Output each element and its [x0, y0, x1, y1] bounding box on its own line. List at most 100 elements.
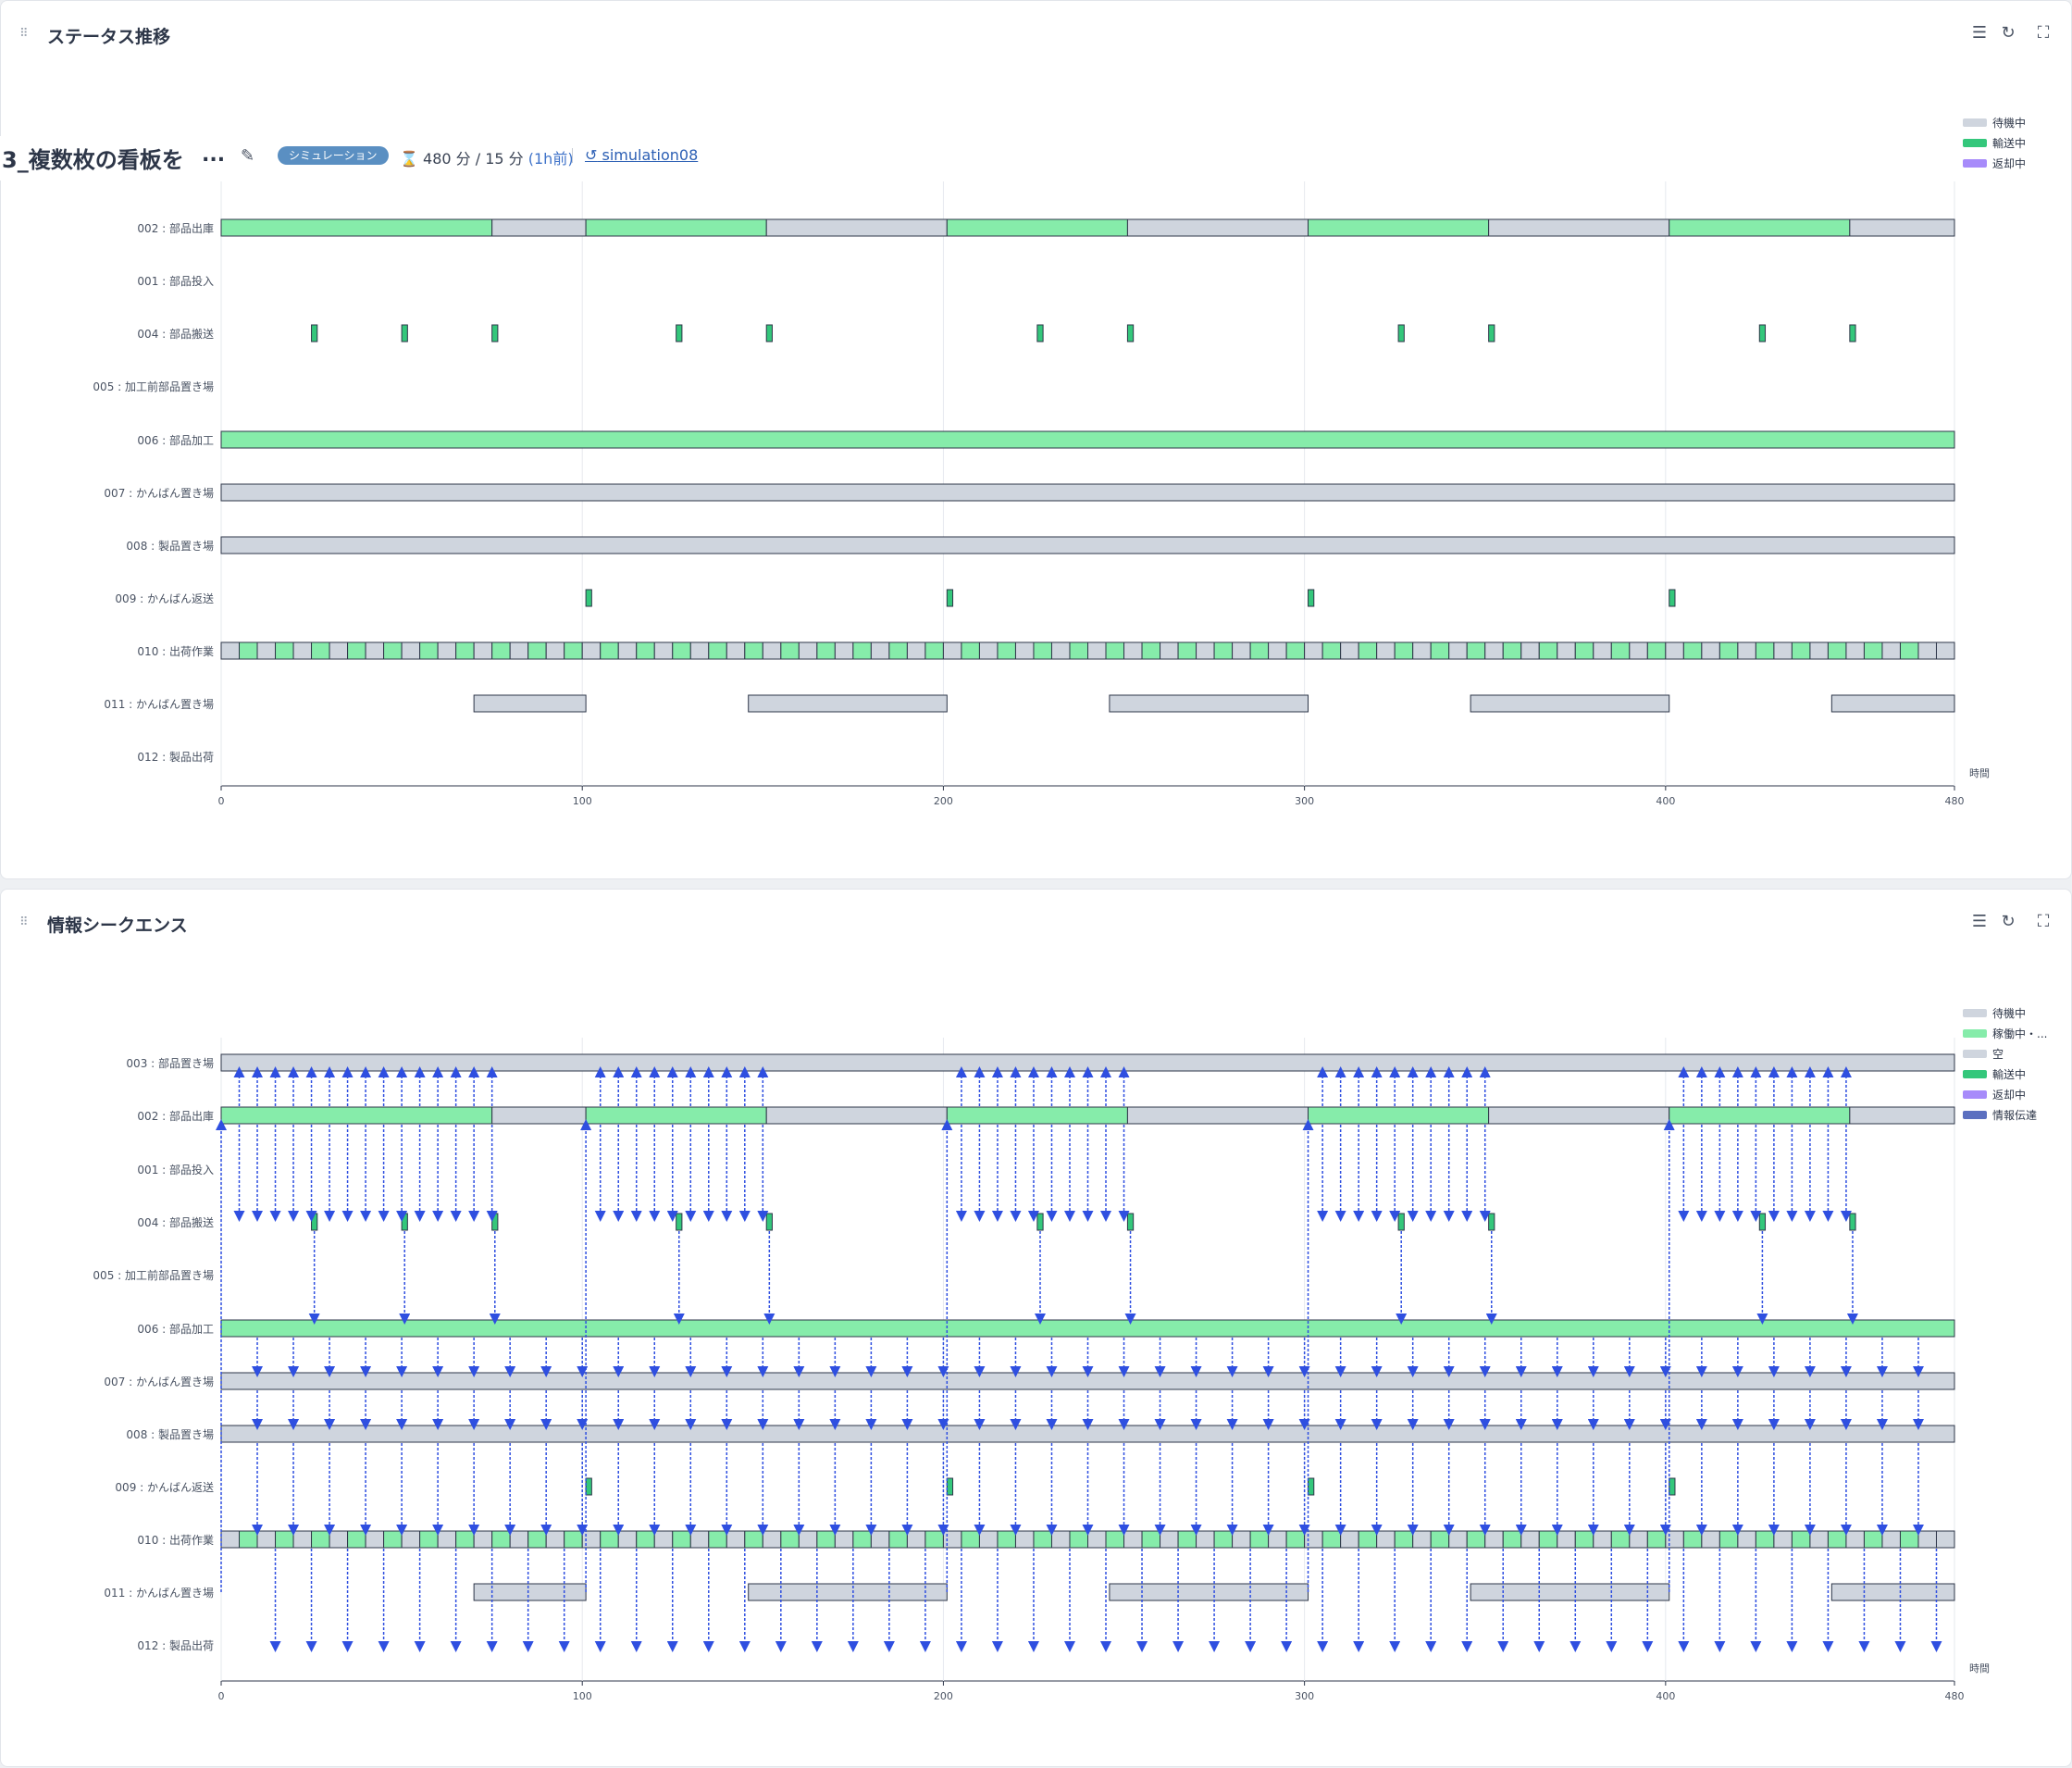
gantt-bar: [1488, 1213, 1495, 1231]
x-tick-label: 400: [1656, 795, 1675, 807]
row-label: 003 : 部品置き場: [126, 1056, 214, 1070]
gantt-bar: [946, 589, 954, 607]
gantt-bar: [401, 641, 421, 660]
gantt-bar: [1538, 641, 1558, 660]
gantt-bar: [585, 1106, 767, 1125]
edit-icon[interactable]: ✎: [241, 146, 255, 166]
gantt-bar: [1538, 1530, 1558, 1549]
row-label: 007 : かんばん置き場: [104, 1376, 214, 1388]
gantt-bar: [220, 1053, 1955, 1072]
gantt-bar: [997, 1530, 1016, 1549]
row-label: 005 : 加工前部品置き場: [93, 380, 214, 393]
gantt-bar: [239, 641, 258, 660]
gantt-bar: [870, 1530, 890, 1549]
fullscreen-icon[interactable]: ⛶: [2037, 912, 2050, 931]
gantt-bar: [906, 641, 926, 660]
gantt-bar: [1412, 1530, 1432, 1549]
gantt-bar: [1321, 1530, 1342, 1549]
gantt-bar: [1737, 641, 1756, 660]
legend-label: 待機中: [1992, 116, 2026, 130]
legend-label: 輸送中: [1992, 136, 2026, 150]
gantt-bar: [473, 694, 587, 713]
gantt-bar: [1196, 1530, 1215, 1549]
gantt-bar: [834, 1530, 854, 1549]
simulation-link[interactable]: ↺ simulation08: [585, 146, 698, 164]
x-axis-label: 時間: [1969, 767, 1990, 779]
gantt-bar: [1809, 641, 1829, 660]
gantt-bar: [1249, 1530, 1270, 1549]
gantt-bar: [1849, 1106, 1955, 1125]
panel-title: ステータス推移: [47, 27, 171, 47]
gantt-bar: [401, 1530, 421, 1549]
gantt-bar: [1213, 1530, 1234, 1549]
x-tick-label: 200: [934, 1690, 953, 1702]
drag-handle-icon[interactable]: ⠿: [19, 915, 28, 929]
list-icon[interactable]: ☰: [1971, 912, 1988, 931]
gantt-bar: [1268, 1530, 1287, 1549]
gantt-bar: [220, 430, 1955, 449]
gantt-bar: [347, 1530, 366, 1549]
gantt-bar: [1669, 589, 1676, 607]
gantt-bar: [961, 1530, 980, 1549]
gantt-bar: [1845, 1530, 1865, 1549]
gantt-bar: [617, 641, 638, 660]
info-sequence-chart: 0 100 200 300 400 480 時間 003 : 部品置き場 002 : 部品出庫 0…: [93, 1006, 2047, 1702]
gantt-bar: [1141, 641, 1161, 660]
gantt-bar: [924, 641, 944, 660]
row-label: 001 : 部品投入: [137, 274, 214, 288]
gantt-bar: [888, 641, 908, 660]
gantt-bar: [545, 1530, 565, 1549]
gantt-bar: [852, 641, 872, 660]
gantt-bar: [834, 641, 854, 660]
gantt-bar: [1394, 1530, 1414, 1549]
gantt-bar: [1014, 641, 1035, 660]
gantt-bar: [1340, 1530, 1359, 1549]
gantt-bar: [1881, 641, 1901, 660]
gantt-bar: [564, 1530, 583, 1549]
gantt-bar: [1935, 1530, 1955, 1549]
legend-swatch: [1963, 1050, 1987, 1058]
fullscreen-icon[interactable]: ⛶: [2037, 23, 2050, 43]
gantt-bar: [1448, 1530, 1468, 1549]
gantt-bar: [1304, 1530, 1323, 1549]
gantt-bar: [1701, 1530, 1720, 1549]
gantt-bar: [1033, 641, 1052, 660]
gantt-bar: [636, 641, 655, 660]
gantt-bar: [220, 1106, 493, 1125]
x-tick-label: 0: [218, 1690, 225, 1702]
gantt-bar: [1249, 641, 1270, 660]
gantt-bar: [888, 1530, 908, 1549]
gantt-bar: [1791, 1530, 1811, 1549]
gantt-bar: [1755, 641, 1775, 660]
refresh-icon[interactable]: ↻: [2001, 23, 2016, 43]
gantt-bar: [1232, 641, 1251, 660]
gantt-bar: [1574, 1530, 1594, 1549]
legend-swatch: [1963, 1070, 1987, 1078]
gantt-bar: [1466, 641, 1486, 660]
gantt-bar: [1520, 641, 1540, 660]
gantt-bar: [1520, 1530, 1540, 1549]
gantt-bar: [311, 324, 318, 342]
drag-handle-icon[interactable]: ⠿: [19, 27, 28, 41]
gantt-bar: [1036, 324, 1044, 342]
gantt-bar: [708, 641, 727, 660]
gantt-bar: [672, 1530, 691, 1549]
gantt-bar: [329, 641, 349, 660]
gantt-bar: [1502, 1530, 1522, 1549]
refresh-icon[interactable]: ↻: [2001, 912, 2016, 931]
gantt-bar: [1502, 641, 1522, 660]
gantt-bar: [1646, 641, 1667, 660]
gantt-bar: [1899, 1530, 1919, 1549]
list-icon[interactable]: ☰: [1971, 23, 1988, 43]
gantt-bar: [1701, 641, 1720, 660]
gantt-bar: [1087, 1530, 1107, 1549]
gantt-bar: [1610, 641, 1631, 660]
gantt-bar: [1466, 1530, 1486, 1549]
x-tick-label: 100: [573, 1690, 592, 1702]
legend-swatch: [1963, 139, 1987, 147]
legend-label: 輸送中: [1992, 1067, 2026, 1081]
time-ago: (1h前): [527, 150, 574, 168]
gantt-bar: [1682, 1530, 1703, 1549]
gantt-bar: [585, 218, 767, 237]
gantt-bar: [256, 1530, 277, 1549]
